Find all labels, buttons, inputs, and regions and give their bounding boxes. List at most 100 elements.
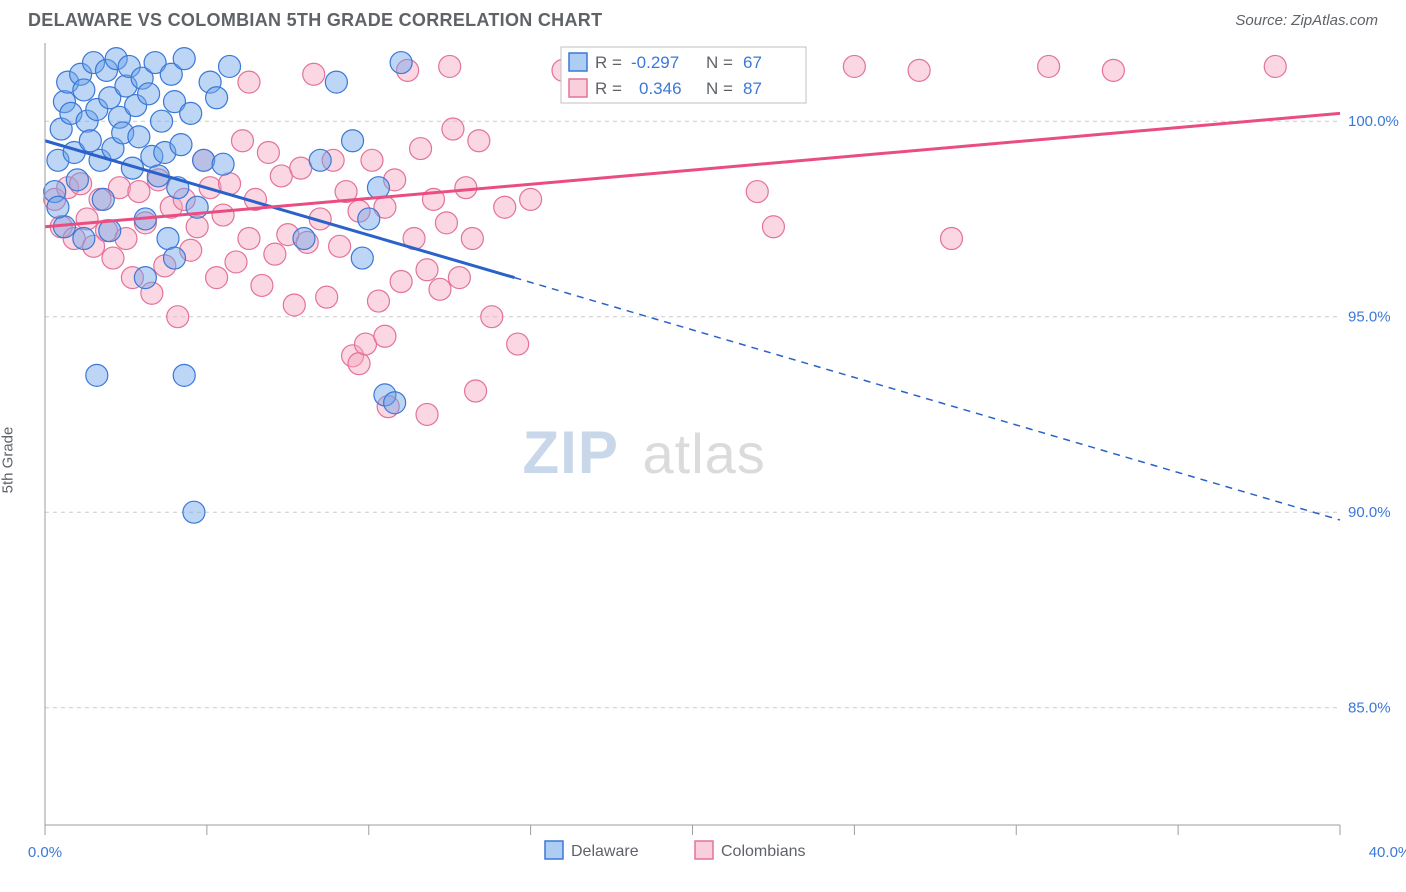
scatter-point-colombians [102, 247, 124, 269]
legend-r-value-delaware: -0.297 [631, 53, 679, 72]
scatter-point-colombians [238, 228, 260, 250]
legend-swatch-delaware [545, 841, 563, 859]
x-tick-label: 40.0% [1369, 844, 1406, 861]
scatter-point-colombians [251, 274, 273, 296]
scatter-point-delaware [79, 130, 101, 152]
source-prefix: Source: [1235, 12, 1291, 29]
scatter-point-delaware [367, 177, 389, 199]
scatter-point-delaware [134, 267, 156, 289]
scatter-point-colombians [746, 181, 768, 203]
legend-swatch-blue [569, 53, 587, 71]
scatter-point-colombians [439, 55, 461, 77]
scatter-point-colombians [416, 403, 438, 425]
y-tick-label: 85.0% [1348, 700, 1391, 717]
scatter-point-colombians [468, 130, 490, 152]
legend-n-value-delaware: 67 [743, 53, 762, 72]
scatter-point-colombians [494, 196, 516, 218]
scatter-point-delaware [164, 247, 186, 269]
scatter-point-delaware [138, 83, 160, 105]
scatter-point-colombians [355, 333, 377, 355]
scatter-point-colombians [435, 212, 457, 234]
scatter-point-delaware [128, 126, 150, 148]
scatter-point-delaware [219, 55, 241, 77]
scatter-point-colombians [762, 216, 784, 238]
chart-container: 5th Grade 85.0%90.0%95.0%100.0%ZIPatlas0… [0, 35, 1406, 885]
scatter-point-delaware [183, 501, 205, 523]
scatter-point-colombians [238, 71, 260, 93]
chart-header: DELAWARE VS COLOMBIAN 5TH GRADE CORRELAT… [0, 0, 1406, 35]
legend-n-value-colombians: 87 [743, 79, 762, 98]
scatter-point-colombians [167, 306, 189, 328]
scatter-point-colombians [186, 216, 208, 238]
scatter-point-colombians [361, 149, 383, 171]
scatter-point-colombians [270, 165, 292, 187]
scatter-point-delaware [342, 130, 364, 152]
scatter-point-delaware [173, 48, 195, 70]
scatter-point-colombians [374, 325, 396, 347]
source-link[interactable]: ZipAtlas.com [1291, 12, 1378, 29]
scatter-point-delaware [47, 196, 69, 218]
scatter-point-colombians [225, 251, 247, 273]
legend-swatch-colombians [695, 841, 713, 859]
y-axis-label: 5th Grade [0, 427, 17, 494]
scatter-point-colombians [941, 228, 963, 250]
scatter-point-colombians [128, 181, 150, 203]
scatter-point-colombians [264, 243, 286, 265]
chart-title: DELAWARE VS COLOMBIAN 5TH GRADE CORRELAT… [28, 10, 602, 31]
scatter-point-colombians [481, 306, 503, 328]
scatter-point-colombians [329, 235, 351, 257]
scatter-point-colombians [908, 59, 930, 81]
scatter-point-colombians [367, 290, 389, 312]
scatter-point-delaware [151, 110, 173, 132]
scatter-point-delaware [325, 71, 347, 93]
scatter-point-colombians [1264, 55, 1286, 77]
scatter-point-delaware [86, 364, 108, 386]
scatter-point-delaware [390, 52, 412, 74]
scatter-point-colombians [455, 177, 477, 199]
scatter-point-delaware [73, 79, 95, 101]
y-tick-label: 95.0% [1348, 309, 1391, 326]
scatter-point-colombians [303, 63, 325, 85]
scatter-point-colombians [257, 141, 279, 163]
legend-label-delaware: Delaware [571, 843, 639, 860]
trendline-delaware-dashed [514, 278, 1340, 520]
scatter-point-colombians [290, 157, 312, 179]
scatter-point-delaware [173, 364, 195, 386]
correlation-scatter-chart: 85.0%90.0%95.0%100.0%ZIPatlas0.0%40.0%R … [0, 35, 1406, 885]
scatter-point-colombians [1102, 59, 1124, 81]
scatter-point-colombians [442, 118, 464, 140]
scatter-point-delaware [351, 247, 373, 269]
scatter-point-colombians [429, 278, 451, 300]
scatter-point-colombians [507, 333, 529, 355]
scatter-point-colombians [390, 271, 412, 293]
scatter-point-delaware [293, 228, 315, 250]
legend-r-label: R = [595, 53, 622, 72]
scatter-point-colombians [520, 188, 542, 210]
scatter-point-colombians [283, 294, 305, 316]
scatter-point-colombians [76, 208, 98, 230]
scatter-point-colombians [231, 130, 253, 152]
scatter-point-colombians [416, 259, 438, 281]
scatter-point-delaware [358, 208, 380, 230]
scatter-point-colombians [461, 228, 483, 250]
scatter-point-colombians [206, 267, 228, 289]
scatter-point-delaware [157, 228, 179, 250]
scatter-point-delaware [66, 169, 88, 191]
legend-r-value-colombians: 0.346 [639, 79, 682, 98]
scatter-point-delaware [180, 102, 202, 124]
scatter-point-colombians [348, 353, 370, 375]
scatter-point-delaware [193, 149, 215, 171]
scatter-point-colombians [1038, 55, 1060, 77]
scatter-point-colombians [843, 55, 865, 77]
watermark-atlas: atlas [643, 422, 766, 485]
scatter-point-delaware [206, 87, 228, 109]
scatter-point-colombians [212, 204, 234, 226]
source-attribution: Source: ZipAtlas.com [1235, 12, 1378, 29]
y-tick-label: 90.0% [1348, 504, 1391, 521]
scatter-point-colombians [410, 138, 432, 160]
watermark-zip: ZIP [523, 419, 619, 486]
legend-label-colombians: Colombians [721, 843, 805, 860]
legend-r-label: R = [595, 79, 622, 98]
x-tick-label: 0.0% [28, 844, 62, 861]
legend-swatch-pink [569, 79, 587, 97]
